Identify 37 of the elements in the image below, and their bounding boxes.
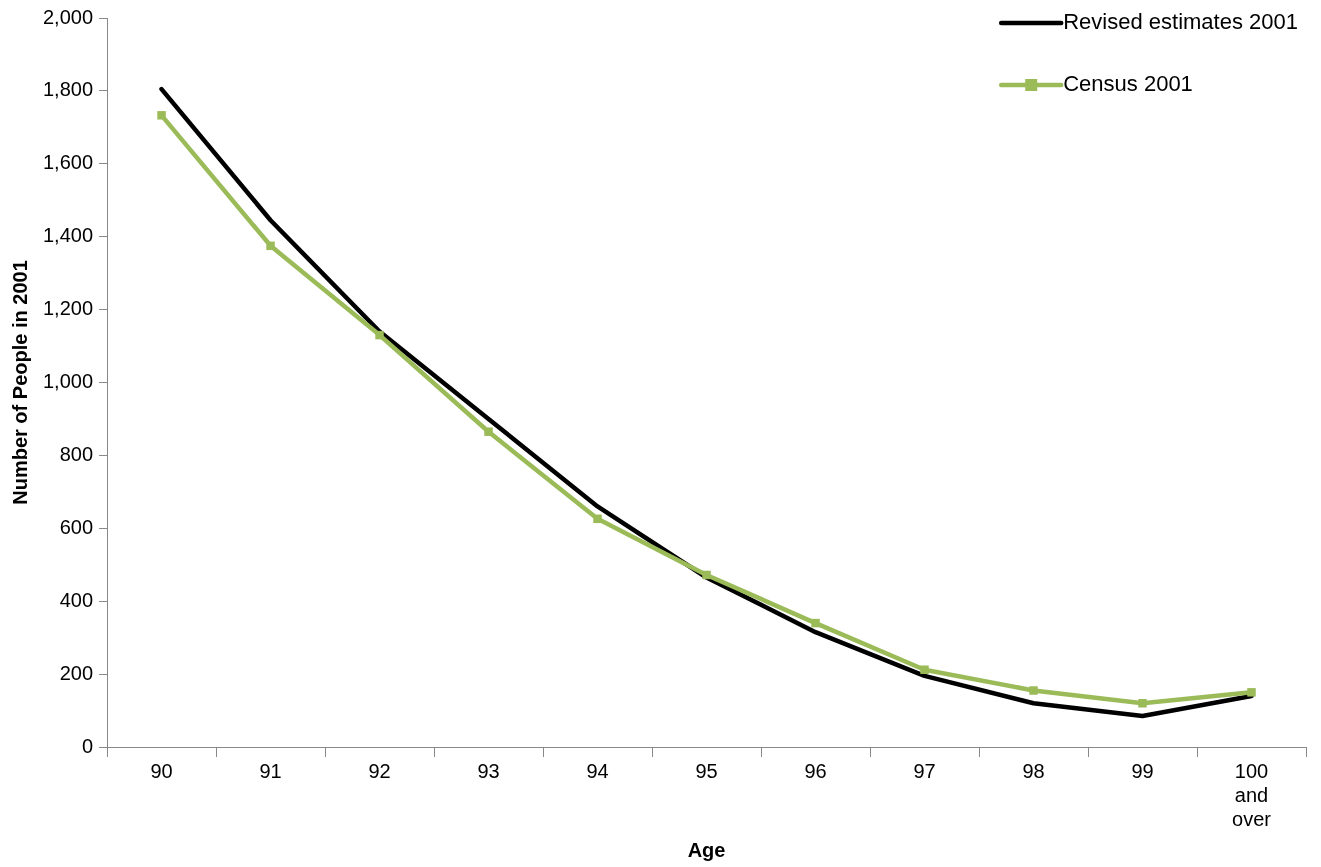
point bbox=[920, 665, 929, 674]
point bbox=[1138, 699, 1147, 708]
point bbox=[593, 514, 602, 524]
x-tick-label: 96 bbox=[804, 759, 827, 782]
point bbox=[811, 618, 820, 628]
x-axis-title: Age bbox=[687, 838, 726, 861]
x-tick-label: 98 bbox=[1022, 759, 1045, 782]
point bbox=[484, 427, 493, 436]
y-axis-title: Number of People in 2001 bbox=[8, 260, 31, 505]
x-tick-label: 97 bbox=[913, 759, 936, 782]
x-tick-label: 91 bbox=[259, 759, 282, 782]
x-tick-label: 95 bbox=[695, 759, 718, 782]
y-tick-label: 0 bbox=[81, 734, 94, 757]
x-tick-label: 94 bbox=[586, 759, 609, 782]
point bbox=[375, 330, 384, 340]
y-tick-label: 1,200 bbox=[42, 297, 94, 320]
point bbox=[157, 111, 166, 120]
x-tick-label: 90 bbox=[150, 759, 173, 782]
legend-label: Revised estimates 2001 bbox=[1063, 9, 1298, 35]
point bbox=[1029, 686, 1038, 695]
x-tick-label: 99 bbox=[1131, 759, 1154, 782]
y-tick-label: 2,000 bbox=[42, 5, 94, 28]
y-tick-label: 600 bbox=[59, 515, 94, 538]
legend-label: Census 2001 bbox=[1063, 71, 1193, 97]
point bbox=[1247, 688, 1256, 697]
x-tick-label: 93 bbox=[477, 759, 500, 782]
point bbox=[702, 570, 711, 580]
x-tick-label: 92 bbox=[368, 759, 391, 782]
y-tick-label: 400 bbox=[59, 588, 94, 611]
y-tick-label: 1,000 bbox=[42, 370, 94, 393]
y-tick-label: 200 bbox=[59, 661, 94, 684]
y-tick-label: 800 bbox=[59, 442, 94, 465]
y-tick-label: 1,600 bbox=[42, 151, 94, 174]
x-tick-label: 100 and over bbox=[1232, 759, 1272, 830]
y-tick-label: 1,400 bbox=[42, 224, 94, 247]
point bbox=[266, 241, 275, 251]
y-tick-label: 1,800 bbox=[42, 78, 94, 101]
